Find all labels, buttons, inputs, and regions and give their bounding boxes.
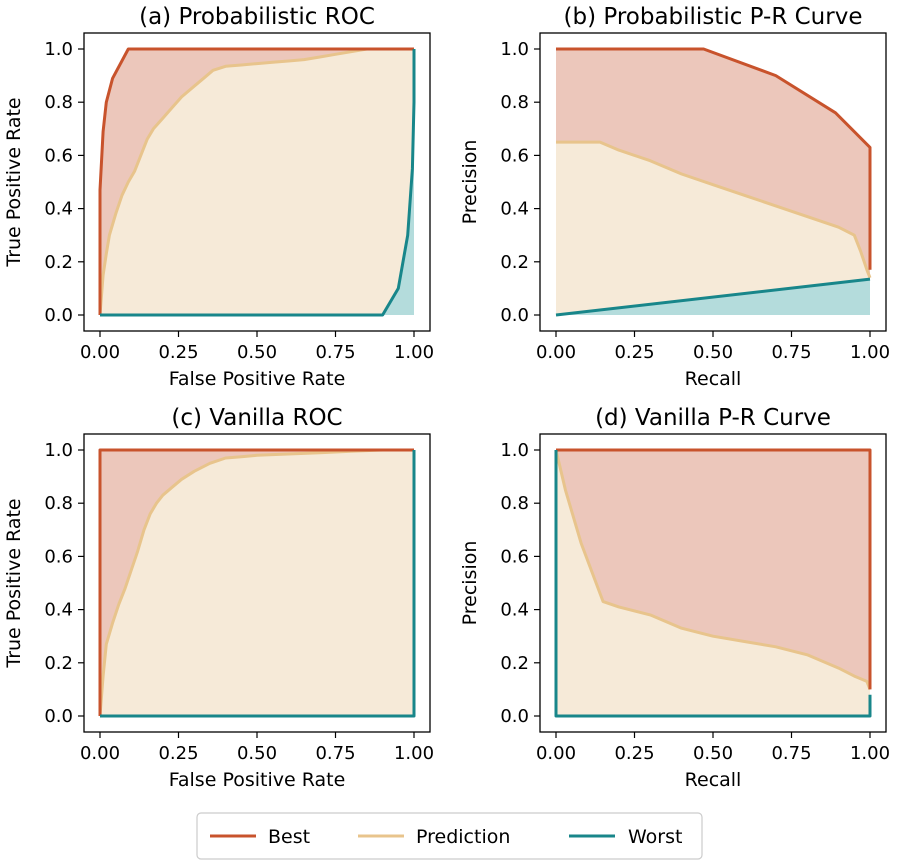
prediction-line xyxy=(554,449,872,690)
x-tick-label: 0.00 xyxy=(80,342,120,363)
x-tick-label: 0.75 xyxy=(771,743,811,764)
x-tick-label: 0.25 xyxy=(158,743,198,764)
x-tick-label: 0.00 xyxy=(536,743,576,764)
y-tick-label: 0.6 xyxy=(500,546,529,567)
prediction-line xyxy=(98,47,414,316)
panel-title: (d) Vanilla P-R Curve xyxy=(595,405,831,431)
legend-label-worst: Worst xyxy=(628,826,682,848)
y-tick-label: 0.4 xyxy=(44,199,73,220)
y-tick-label: 1.0 xyxy=(500,39,529,60)
y-tick-label: 0.0 xyxy=(500,706,529,727)
y-tick-label: 0.4 xyxy=(500,600,529,621)
x-tick-label: 0.75 xyxy=(315,342,355,363)
y-tick-label: 1.0 xyxy=(500,440,529,461)
y-tick-label: 0.8 xyxy=(44,493,73,514)
y-tick-label: 1.0 xyxy=(44,39,73,60)
y-tick-label: 0.4 xyxy=(500,199,529,220)
y-axis-label: Precision xyxy=(459,541,481,626)
y-axis-label: True Positive Rate xyxy=(3,97,25,267)
panel-c: 0.00 0.25 0.50 0.75 1.00 0.0 0.2 0.4 0.6 0.8 1.0 (c… xyxy=(3,405,434,791)
best-line xyxy=(556,47,872,270)
y-tick-label: 0.4 xyxy=(44,600,73,621)
x-tick-label: 0.25 xyxy=(614,342,654,363)
x-tick-label: 0.50 xyxy=(237,743,277,764)
y-tick-label: 0.6 xyxy=(44,546,73,567)
x-tick-label: 1.00 xyxy=(394,342,434,363)
prediction-fill-area xyxy=(100,49,414,315)
x-tick-label: 0.00 xyxy=(80,743,120,764)
x-tick-label: 0.75 xyxy=(315,743,355,764)
panel-title: (b) Probabilistic P-R Curve xyxy=(564,4,863,30)
y-tick-label: 0.6 xyxy=(44,145,73,166)
legend-label-best: Best xyxy=(268,826,310,848)
worst-line xyxy=(555,277,871,317)
best-line xyxy=(98,47,414,315)
best-line xyxy=(98,448,414,716)
y-tick-label: 1.0 xyxy=(44,440,73,461)
x-tick-label: 0.25 xyxy=(614,743,654,764)
x-tick-label: 1.00 xyxy=(850,743,890,764)
x-tick-label: 0.75 xyxy=(771,342,811,363)
y-tick-label: 0.8 xyxy=(500,493,529,514)
x-tick-label: 0.50 xyxy=(693,743,733,764)
y-tick-label: 0.0 xyxy=(44,305,73,326)
legend-label-prediction: Prediction xyxy=(416,826,510,848)
y-tick-label: 0.2 xyxy=(500,252,529,273)
x-tick-label: 0.50 xyxy=(237,342,277,363)
x-axis-label: Recall xyxy=(685,769,742,791)
prediction-line xyxy=(556,140,872,279)
y-tick-label: 0.8 xyxy=(44,92,73,113)
x-tick-label: 1.00 xyxy=(850,342,890,363)
y-axis-label: Precision xyxy=(459,140,481,225)
worst-line xyxy=(100,49,416,317)
y-axis-label: True Positive Rate xyxy=(3,498,25,668)
panel-title: (a) Probabilistic ROC xyxy=(139,4,375,30)
panel-d: 0.00 0.25 0.50 0.75 1.00 0.0 0.2 0.4 0.6 0.8 1.0 (d… xyxy=(459,405,890,791)
panel-title: (c) Vanilla ROC xyxy=(171,405,342,431)
x-tick-label: 0.00 xyxy=(536,342,576,363)
worst-line xyxy=(554,450,872,718)
best-line xyxy=(556,448,872,690)
x-axis-label: False Positive Rate xyxy=(169,769,346,791)
prediction-line xyxy=(98,448,414,717)
y-tick-label: 0.0 xyxy=(44,706,73,727)
x-axis-label: False Positive Rate xyxy=(169,368,346,390)
y-tick-label: 0.2 xyxy=(44,252,73,273)
x-tick-label: 0.50 xyxy=(693,342,733,363)
y-tick-label: 0.0 xyxy=(500,305,529,326)
y-tick-label: 0.6 xyxy=(500,145,529,166)
legend-box xyxy=(196,812,703,860)
legend: Best Prediction Worst xyxy=(196,812,703,860)
prediction-fill-area xyxy=(100,450,414,716)
y-tick-label: 0.2 xyxy=(500,653,529,674)
worst-line xyxy=(100,450,416,718)
prediction-fill-area xyxy=(556,450,870,716)
panel-b: 0.00 0.25 0.50 0.75 1.00 0.0 0.2 0.4 0.6 0.8 1.0 (b… xyxy=(459,4,890,390)
x-tick-label: 0.25 xyxy=(158,342,198,363)
y-tick-label: 0.2 xyxy=(44,653,73,674)
x-tick-label: 1.00 xyxy=(394,743,434,764)
prediction-fill-area xyxy=(556,142,870,315)
y-tick-label: 0.8 xyxy=(500,92,529,113)
panel-a: 0.00 0.25 0.50 0.75 1.00 0.0 0.2 0.4 0.6 0.8 1.0 (a… xyxy=(3,4,434,390)
x-axis-label: Recall xyxy=(685,368,742,390)
